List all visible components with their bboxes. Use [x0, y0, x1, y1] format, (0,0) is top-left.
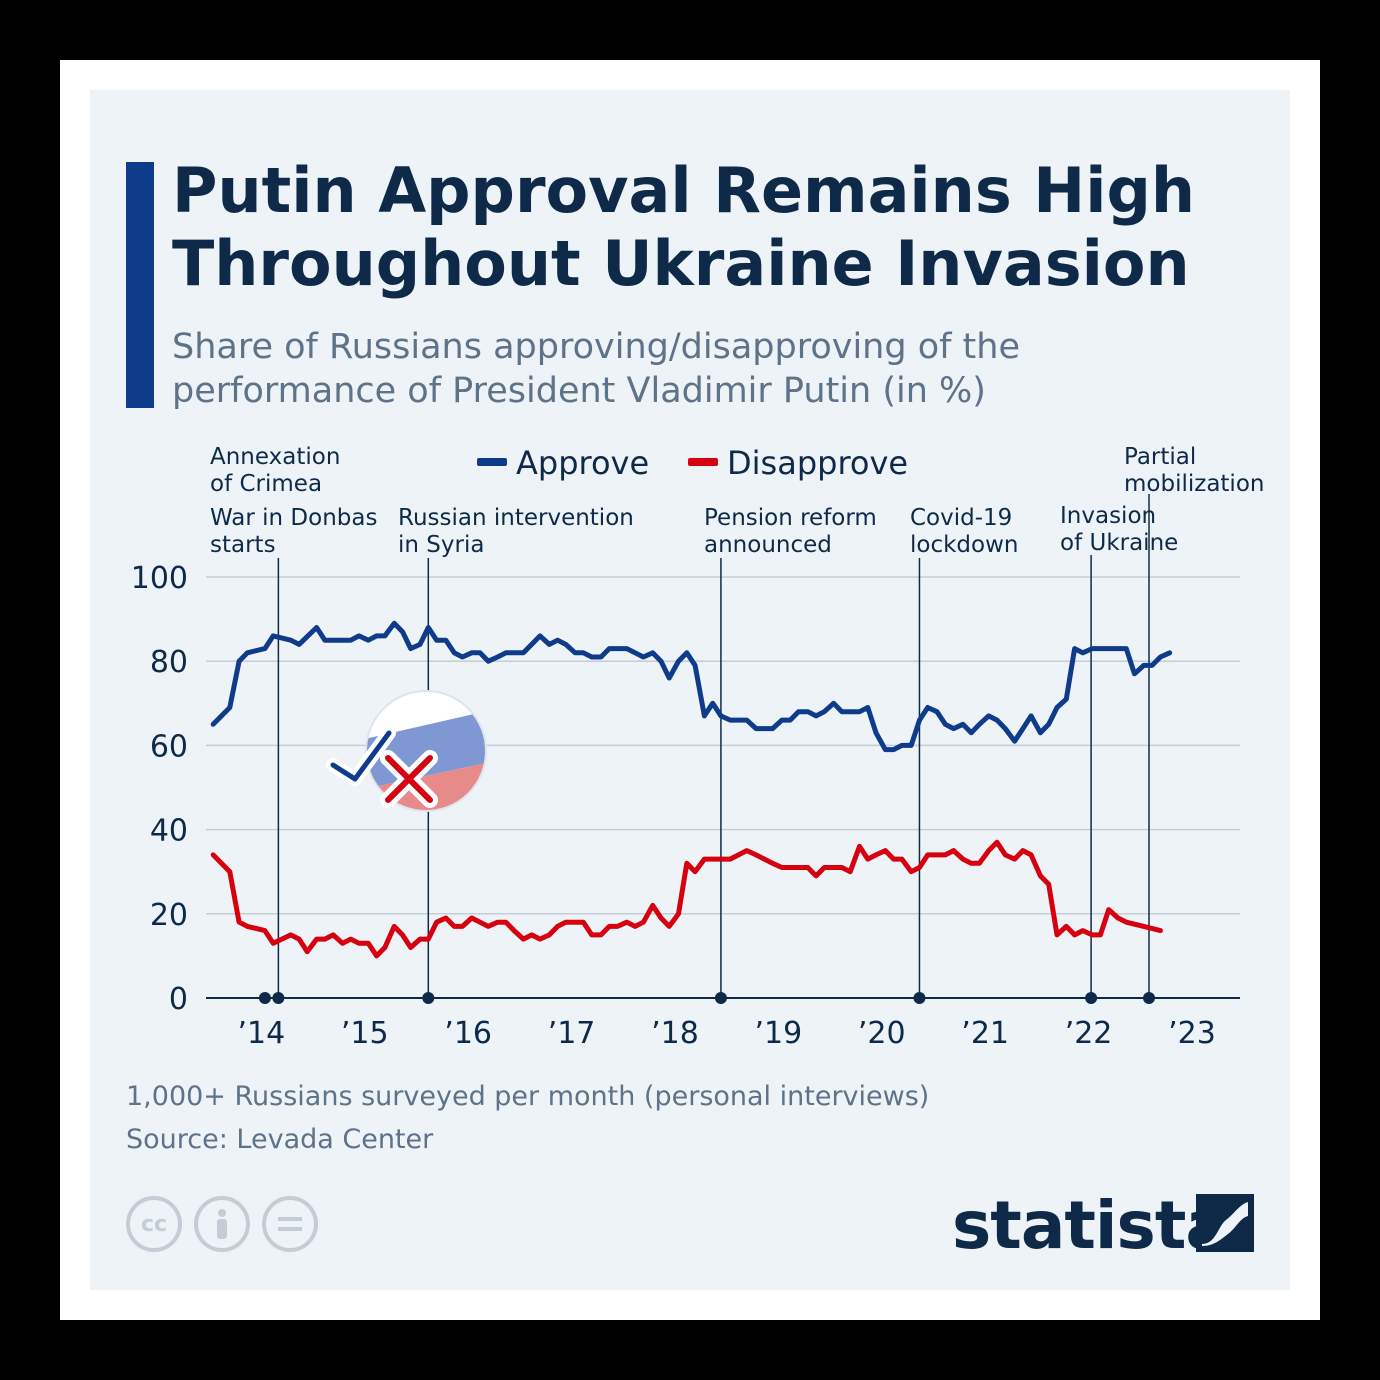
annotation-label: Annexation — [210, 444, 340, 470]
page-title: Putin Approval Remains High Throughout U… — [172, 154, 1195, 300]
annotation-label: Covid-19 — [910, 505, 1012, 531]
annotation-label: Pension reform — [704, 505, 877, 531]
x-tick-label: ’23 — [1168, 1016, 1216, 1051]
series-line-disapprove — [210, 839, 1163, 959]
annotation-label: in Syria — [398, 532, 484, 558]
annotation-label: of Crimea — [210, 471, 322, 497]
y-tick-label: 60 — [150, 729, 188, 764]
annotation-label: Partial — [1124, 444, 1196, 470]
footnote: 1,000+ Russians surveyed per month (pers… — [126, 1081, 930, 1112]
chart-card — [90, 90, 1290, 1290]
annotation-dot — [422, 992, 435, 1004]
person-icon[interactable] — [194, 1196, 250, 1252]
annotation-dot — [1143, 992, 1156, 1004]
annotation-dot — [258, 992, 271, 1004]
title-accent-bar — [126, 162, 154, 408]
statista-wordmark[interactable]: statista — [952, 1187, 1230, 1264]
annotation-label: Russian intervention — [398, 505, 634, 531]
annotation-dot — [272, 992, 285, 1004]
x-tick-label: ’15 — [341, 1016, 389, 1051]
x-tick-labels: ’14 ’15 ’16 ’17 ’18 ’19 ’20 ’21 ’22 ’23 — [238, 1016, 1216, 1051]
x-tick-label: ’18 — [651, 1016, 699, 1051]
page-subtitle: Share of Russians approving/disapproving… — [172, 327, 1020, 411]
legend: Approve Disapprove — [477, 444, 908, 482]
annotation-dot — [1085, 992, 1098, 1004]
annotation-label: starts — [210, 532, 276, 558]
annotation-label: Invasion — [1060, 503, 1156, 529]
legend-swatch — [477, 458, 507, 466]
y-tick-label: 20 — [150, 898, 188, 933]
y-tick-label: 80 — [150, 645, 188, 680]
license-icons: cc — [126, 1196, 318, 1252]
y-tick-labels: 0 20 40 60 80 100 — [131, 561, 188, 1017]
x-tick-label: ’19 — [755, 1016, 803, 1051]
legend-swatch — [688, 458, 718, 466]
x-tick-label: ’14 — [238, 1016, 286, 1051]
series-lines — [210, 620, 1173, 959]
legend-label: Approve — [516, 444, 649, 482]
equals-icon[interactable] — [262, 1196, 318, 1252]
cc-icon[interactable]: cc — [126, 1196, 182, 1252]
y-tick-label: 0 — [169, 982, 188, 1017]
x-tick-label: ’17 — [548, 1016, 596, 1051]
x-tick-label: ’16 — [444, 1016, 492, 1051]
statista-logo-icon[interactable] — [1196, 1194, 1254, 1252]
source-note: Source: Levada Center — [126, 1124, 434, 1155]
annotation-dot — [913, 992, 926, 1004]
annotation-label: announced — [704, 532, 832, 558]
legend-label: Disapprove — [727, 444, 908, 482]
annotation-label: lockdown — [910, 532, 1019, 558]
x-tick-label: ’21 — [961, 1016, 1009, 1051]
x-tick-label: ’20 — [858, 1016, 906, 1051]
annotation-label: of Ukraine — [1060, 530, 1178, 556]
annotation-dot — [714, 992, 727, 1004]
x-tick-label: ’22 — [1065, 1016, 1113, 1051]
annotation-label: mobilization — [1124, 471, 1264, 497]
annotation-label: War in Donbas — [210, 505, 377, 531]
y-tick-label: 100 — [131, 561, 188, 596]
y-tick-label: 40 — [150, 814, 188, 849]
russia-flag-check-cross-icon — [326, 690, 487, 812]
grid-lines — [206, 576, 1240, 999]
series-line-approve — [210, 620, 1173, 753]
